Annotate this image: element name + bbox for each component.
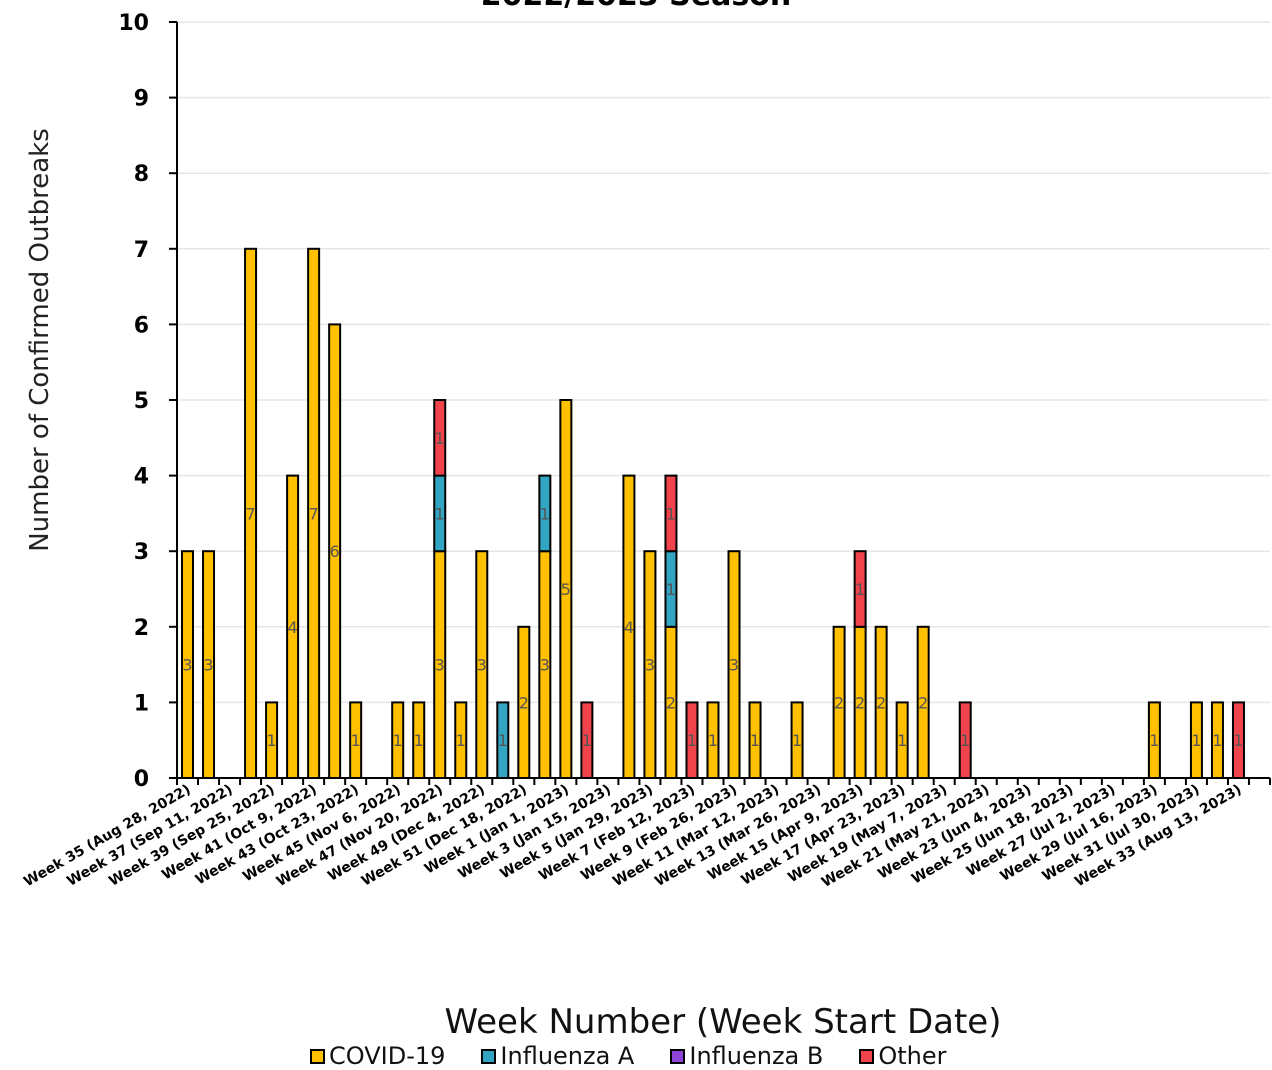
data-label: 3 (435, 656, 445, 675)
legend-label-covid: COVID-19 (329, 1042, 446, 1070)
legend-swatch-other (859, 1048, 875, 1064)
data-label: 1 (708, 731, 718, 750)
data-label: 1 (393, 731, 403, 750)
data-label: 1 (750, 731, 760, 750)
legend-label-other: Other (878, 1042, 947, 1070)
data-label: 1 (1233, 731, 1243, 750)
data-label: 3 (645, 656, 655, 675)
data-label: 1 (1212, 731, 1222, 750)
data-label: 3 (182, 656, 192, 675)
y-tick-label: 1 (134, 691, 149, 716)
data-label: 1 (435, 429, 445, 448)
gridlines (177, 21, 1270, 704)
data-label: 1 (687, 731, 697, 750)
data-label: 1 (582, 731, 592, 750)
data-label: 1 (414, 731, 424, 750)
data-label: 3 (729, 656, 739, 675)
data-label: 1 (666, 580, 676, 599)
legend-label-influenza-a: Influenza A (500, 1042, 635, 1070)
data-label: 5 (561, 580, 571, 599)
y-tick-label: 0 (134, 767, 149, 792)
y-tick-label: 8 (134, 162, 149, 187)
y-tick-label: 4 (134, 465, 149, 490)
legend-item-covid: COVID-19 (310, 1042, 445, 1070)
y-tick-label: 7 (134, 238, 149, 263)
y-tick-label: 9 (134, 87, 149, 112)
data-label: 2 (876, 693, 886, 712)
y-tick-label: 3 (134, 540, 149, 565)
bar-segment (433, 399, 447, 477)
data-label: 1 (1191, 731, 1201, 750)
x-axis-title: Week Number (Week Start Date) (444, 1002, 1002, 1042)
data-label: 1 (666, 504, 676, 523)
legend-item-influenza-b: Influenza B (670, 1042, 823, 1070)
bar-segment (664, 474, 678, 553)
data-label: 2 (666, 693, 676, 712)
data-label: 1 (540, 504, 550, 523)
data-label: 1 (792, 731, 802, 750)
data-label: 1 (351, 731, 361, 750)
data-label: 1 (266, 731, 276, 750)
bar-segment (853, 550, 867, 628)
data-label: 3 (477, 656, 487, 675)
legend-swatch-covid (310, 1048, 325, 1064)
data-label: 4 (288, 618, 298, 637)
data-label: 2 (519, 693, 529, 712)
data-label: 4 (624, 618, 634, 637)
legend-item-other: Other (859, 1042, 947, 1070)
data-label: 2 (834, 693, 844, 712)
data-label: 3 (203, 656, 213, 675)
data-label: 7 (309, 504, 319, 523)
legend-swatch-influenza-b (670, 1048, 686, 1064)
data-label: 1 (435, 504, 445, 523)
y-tick-label: 10 (118, 11, 149, 36)
chart-title: 2022/2023 Season (0, 0, 1272, 13)
bar-segment (538, 474, 552, 553)
data-label: 6 (330, 542, 340, 561)
data-label: 1 (1149, 731, 1159, 750)
legend-label-influenza-b: Influenza B (689, 1042, 824, 1070)
data-label: 2 (855, 693, 865, 712)
legend: COVID-19 Influenza A Influenza B Other (310, 1042, 947, 1070)
y-tick-label: 5 (134, 389, 149, 414)
data-label: 2 (918, 693, 928, 712)
y-tick-label: 6 (134, 313, 149, 338)
data-label: 1 (456, 731, 466, 750)
data-label: 1 (897, 731, 907, 750)
y-tick-label: 2 (134, 616, 149, 641)
y-axis-title-text: Number of Confirmed Outbreaks (25, 128, 55, 552)
data-label: 1 (855, 580, 865, 599)
legend-swatch-influenza-a (481, 1048, 497, 1064)
data-label: 1 (960, 731, 970, 750)
legend-item-influenza-a: Influenza A (481, 1042, 634, 1070)
data-label: 7 (245, 504, 255, 523)
data-label: 3 (540, 656, 550, 675)
data-label: 1 (498, 731, 508, 750)
